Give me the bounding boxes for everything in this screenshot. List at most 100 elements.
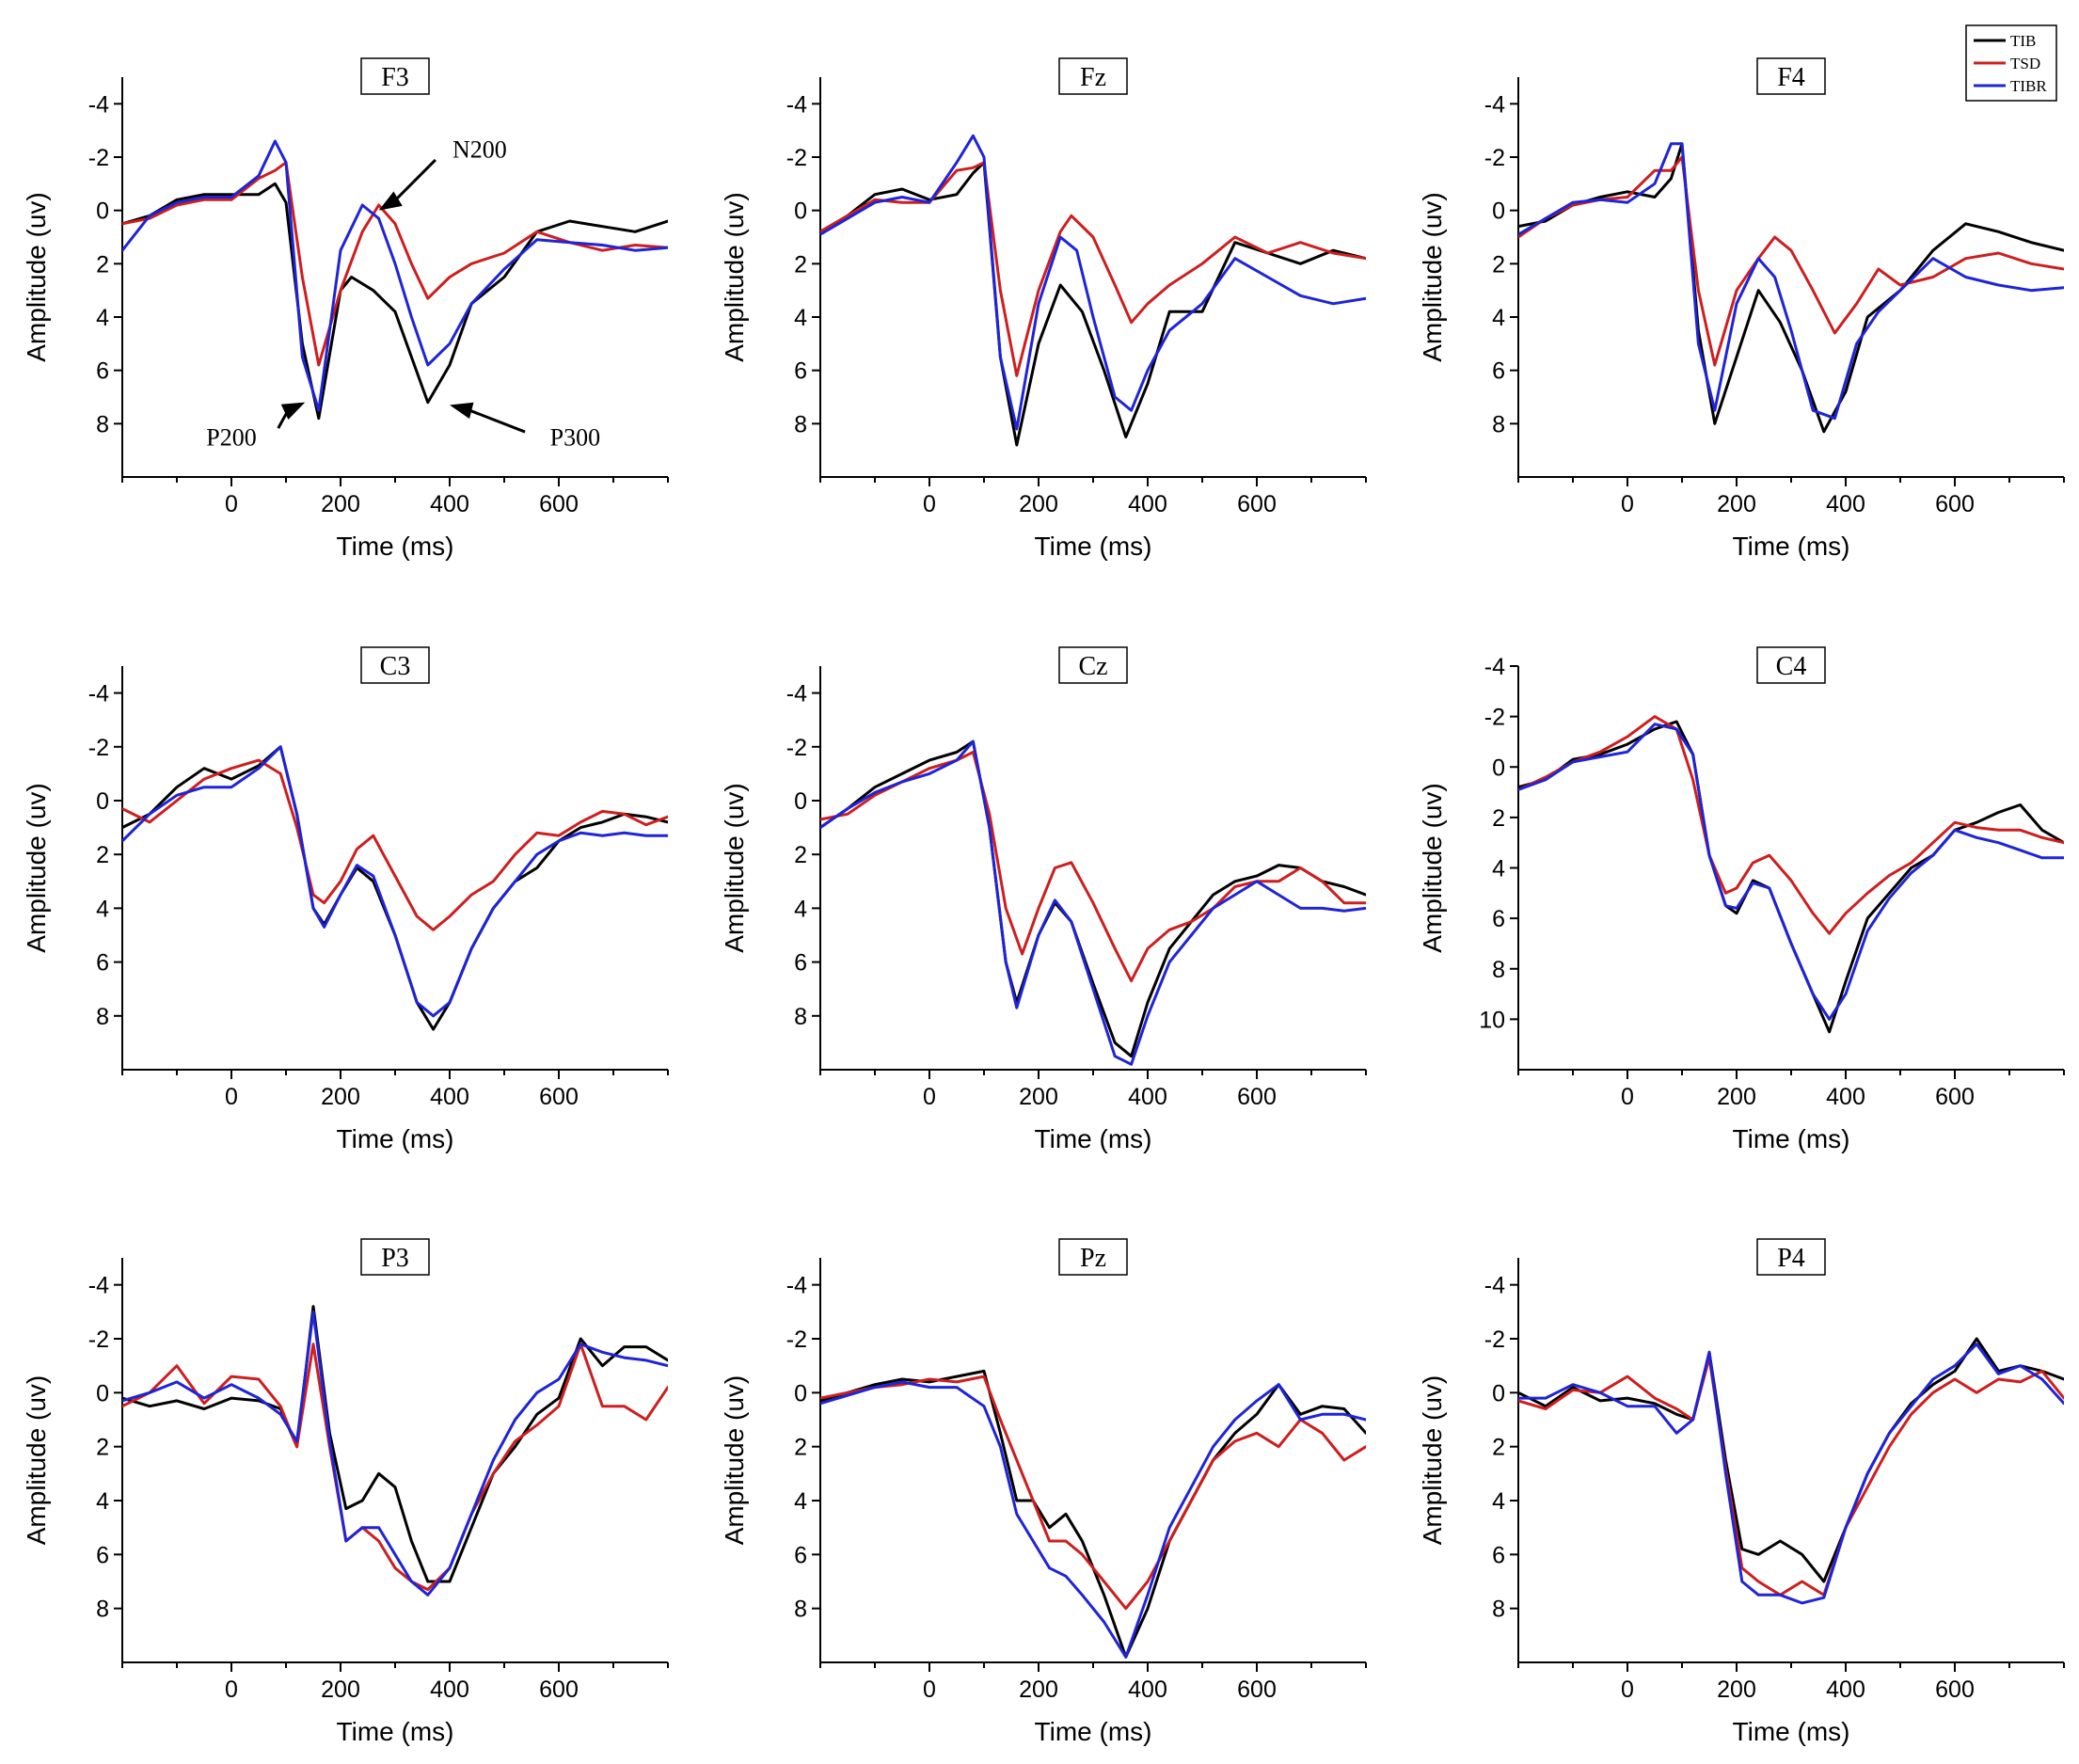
- panel-c3: -4 -2 0 2 4 6 8 0 200 400 600 Time (ms) Amplitude (u…: [22, 646, 669, 1153]
- y-tick-label: 0: [1492, 199, 1505, 225]
- y-tick-label: -4: [88, 91, 109, 118]
- x-tick-label: 600: [539, 491, 579, 517]
- x-axis-title: Time (ms): [337, 1717, 454, 1746]
- y-tick-label: -2: [88, 735, 109, 761]
- y-tick-label: -4: [1484, 91, 1505, 118]
- x-axis-title: Time (ms): [1733, 1124, 1850, 1153]
- y-tick-label: -2: [786, 1327, 807, 1353]
- series-line-tibr: [1518, 723, 2064, 1021]
- annotation-arrow-p300: [467, 408, 526, 434]
- y-tick-label: -2: [88, 1327, 109, 1353]
- x-tick-label: 200: [1717, 491, 1756, 517]
- y-tick-label: 6: [794, 950, 807, 977]
- panel-title-box: [1058, 646, 1128, 684]
- y-tick-label: 4: [794, 1488, 807, 1515]
- x-axis-title: Time (ms): [1035, 532, 1152, 561]
- x-tick-label: 200: [1019, 1084, 1058, 1110]
- series-line-tibr: [122, 139, 668, 412]
- y-tick-label: -2: [1484, 145, 1505, 171]
- y-tick-label: -2: [1484, 705, 1505, 731]
- x-tick-label: 400: [1128, 491, 1167, 517]
- panel-f3: -4 -2 0 2 4 6 8 0 200 400 600 Time (ms) Amplitude (u…: [22, 57, 669, 561]
- y-tick-label: 10: [1479, 1007, 1505, 1033]
- series-group: [1518, 142, 2064, 434]
- y-tick-label: 8: [96, 411, 109, 437]
- y-tick-label: 2: [96, 1435, 109, 1461]
- y-tick-label: -4: [786, 91, 807, 118]
- y-tick-label: 2: [1492, 251, 1505, 278]
- y-axis-title: Amplitude (uv): [22, 783, 51, 953]
- panel-title: P3: [381, 1244, 409, 1273]
- series-line-tibr: [820, 1380, 1366, 1659]
- series-group: [122, 1305, 668, 1597]
- y-tick-label: 6: [96, 950, 109, 977]
- panel-p3: -4 -2 0 2 4 6 8 0 200 400 600 Time (ms) Amplitude (u…: [22, 1238, 669, 1746]
- series-line-tsd: [1518, 155, 2064, 367]
- y-tick-label: 2: [1492, 805, 1505, 832]
- y-axis-title: Amplitude (uv): [720, 192, 749, 362]
- x-tick-label: 600: [1237, 491, 1277, 517]
- panel-p4: -4 -2 0 2 4 6 8 0 200 400 600 Time (ms) Amplitude (u…: [1418, 1238, 2065, 1746]
- x-tick-label: 600: [539, 1084, 579, 1110]
- y-tick-label: 6: [1492, 1542, 1505, 1568]
- y-tick-label: -4: [1484, 654, 1505, 680]
- y-tick-label: 4: [794, 305, 807, 331]
- series-line-tsd: [1518, 1356, 2064, 1597]
- y-tick-label: 6: [794, 1542, 807, 1568]
- x-tick-label: 0: [1621, 1677, 1634, 1703]
- series-line-tib: [1518, 720, 2064, 1034]
- annotation-arrowhead-n200: [378, 191, 403, 211]
- series-line-tsd: [820, 1375, 1366, 1611]
- x-tick-label: 400: [430, 1084, 469, 1110]
- y-axis-title: Amplitude (uv): [22, 192, 51, 362]
- x-tick-label: 200: [321, 1677, 360, 1703]
- y-tick-label: -4: [88, 681, 109, 707]
- x-tick-label: 200: [321, 491, 360, 517]
- series-line-tib: [1518, 1337, 2064, 1583]
- y-tick-label: 6: [96, 358, 109, 385]
- y-tick-label: 8: [96, 1597, 109, 1623]
- y-tick-label: 4: [794, 896, 807, 922]
- panel-title-box: [1058, 57, 1128, 95]
- panel-title: Fz: [1080, 63, 1106, 92]
- series-line-tsd: [820, 751, 1366, 983]
- x-axis-title: Time (ms): [337, 1124, 454, 1153]
- series-line-tib: [122, 182, 668, 421]
- panel-title: Cz: [1078, 652, 1107, 681]
- y-tick-label: 8: [794, 1597, 807, 1623]
- panel-title-box: [1756, 57, 1826, 95]
- panel-title-box: [1756, 646, 1826, 684]
- x-tick-label: 0: [225, 1084, 238, 1110]
- y-tick-label: 8: [96, 1004, 109, 1030]
- series-group: [820, 1369, 1366, 1659]
- y-tick-label: 8: [1492, 957, 1505, 983]
- x-tick-label: 0: [1621, 491, 1634, 517]
- y-tick-label: 2: [794, 842, 807, 868]
- y-tick-label: 0: [96, 199, 109, 225]
- panel-cz: -4 -2 0 2 4 6 8 0 200 400 600 Time (ms) Amplitude (u…: [720, 646, 1367, 1153]
- y-tick-label: -2: [88, 145, 109, 171]
- panel-title-box: [360, 1238, 430, 1276]
- y-tick-label: 4: [96, 305, 109, 331]
- x-tick-label: 0: [1621, 1084, 1634, 1110]
- x-tick-label: 0: [225, 1677, 238, 1703]
- y-tick-label: -2: [1484, 1327, 1505, 1353]
- y-tick-label: 4: [1492, 1488, 1505, 1515]
- x-tick-label: 400: [430, 491, 469, 517]
- series-group: [122, 745, 668, 1031]
- legend-label-tsd: TSD: [2010, 55, 2040, 72]
- x-tick-label: 0: [923, 491, 936, 517]
- y-tick-label: 2: [1492, 1435, 1505, 1461]
- x-tick-label: 200: [1019, 491, 1058, 517]
- x-tick-label: 200: [1717, 1677, 1756, 1703]
- y-tick-label: 8: [794, 411, 807, 437]
- y-tick-label: 6: [1492, 906, 1505, 932]
- x-tick-label: 200: [1717, 1084, 1756, 1110]
- y-axis-title: Amplitude (uv): [1418, 192, 1447, 362]
- y-tick-label: 6: [96, 1542, 109, 1568]
- x-tick-label: 200: [1019, 1677, 1058, 1703]
- panel-fz: -4 -2 0 2 4 6 8 0 200 400 600 Time (ms) Amplitude (u…: [720, 57, 1367, 561]
- panel-title: Pz: [1080, 1244, 1106, 1273]
- y-tick-label: 0: [794, 199, 807, 225]
